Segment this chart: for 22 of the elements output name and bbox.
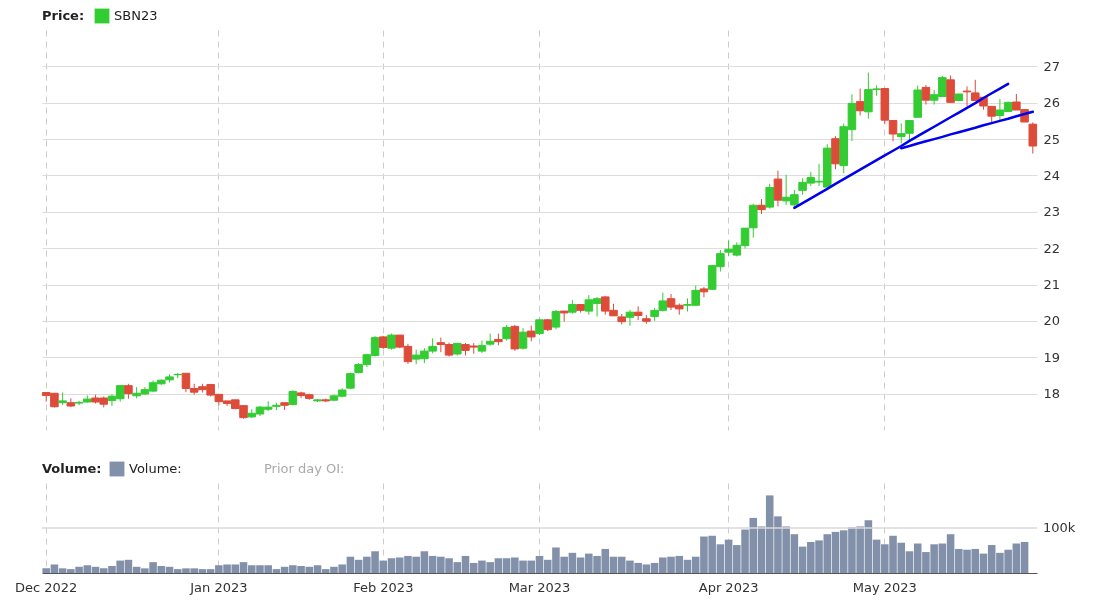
x-tick-label: Jan 2023 bbox=[189, 579, 248, 595]
y-tick-label: 19 bbox=[1043, 349, 1061, 365]
ref-line-label: 100k bbox=[1043, 520, 1076, 535]
y-tick-label: 20 bbox=[1043, 313, 1061, 329]
x-tick-label: Mar 2023 bbox=[508, 579, 571, 595]
legend-label: Volume: bbox=[129, 461, 182, 476]
legend-title: Price: bbox=[42, 8, 85, 23]
text: Prior day OI: bbox=[264, 461, 345, 476]
y-tick-label: 24 bbox=[1043, 167, 1061, 183]
y-tick-label: 23 bbox=[1043, 204, 1061, 220]
x-tick-label: May 2023 bbox=[852, 579, 917, 595]
x-tick-label: Feb 2023 bbox=[353, 579, 414, 595]
y-tick-label: 27 bbox=[1043, 58, 1061, 74]
x-tick-label: Dec 2022 bbox=[15, 579, 78, 595]
x-tick-label: Apr 2023 bbox=[698, 579, 759, 595]
y-tick-label: 25 bbox=[1043, 131, 1061, 147]
legend-label: SBN23 bbox=[114, 8, 158, 23]
y-tick-label: 18 bbox=[1043, 386, 1061, 402]
y-tick-label: 22 bbox=[1043, 240, 1061, 256]
legend-title: Volume: bbox=[42, 461, 102, 476]
y-tick-label: 21 bbox=[1043, 277, 1061, 293]
y-tick-label: 26 bbox=[1043, 95, 1061, 111]
